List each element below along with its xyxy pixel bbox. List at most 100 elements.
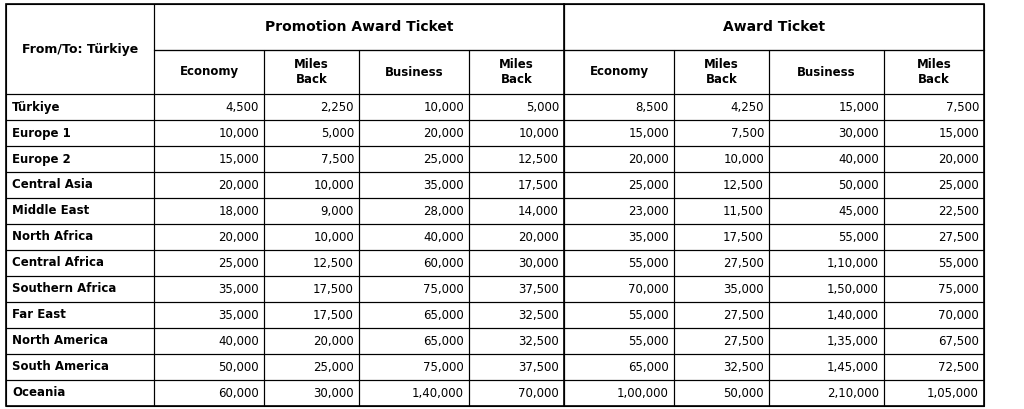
Text: 15,000: 15,000 — [839, 101, 879, 114]
Text: 32,500: 32,500 — [518, 335, 559, 348]
Bar — [154, 276, 264, 302]
Bar — [359, 224, 469, 250]
Text: Miles
Back: Miles Back — [705, 58, 739, 86]
Text: Miles
Back: Miles Back — [916, 58, 951, 86]
Text: Miles
Back: Miles Back — [499, 58, 534, 86]
Text: 27,500: 27,500 — [723, 256, 764, 270]
Text: Europe 2: Europe 2 — [12, 153, 71, 166]
Text: Far East: Far East — [12, 308, 66, 321]
Text: 10,000: 10,000 — [313, 178, 354, 191]
Bar — [564, 328, 674, 354]
Bar — [564, 354, 674, 380]
Bar — [264, 94, 359, 120]
Text: 70,000: 70,000 — [518, 387, 559, 400]
Bar — [264, 224, 359, 250]
Bar — [469, 380, 564, 406]
Text: 55,000: 55,000 — [629, 256, 669, 270]
Bar — [469, 198, 564, 224]
Bar — [264, 198, 359, 224]
Bar — [359, 50, 469, 94]
Text: 35,000: 35,000 — [723, 283, 764, 295]
Bar — [564, 50, 674, 94]
Text: 32,500: 32,500 — [723, 360, 764, 373]
Text: 27,500: 27,500 — [938, 231, 979, 243]
Bar — [154, 224, 264, 250]
Bar — [154, 172, 264, 198]
Bar — [769, 120, 884, 146]
Text: 30,000: 30,000 — [313, 387, 354, 400]
Text: Europe 1: Europe 1 — [12, 126, 71, 139]
Text: Oceania: Oceania — [12, 387, 66, 400]
Text: 1,00,000: 1,00,000 — [617, 387, 669, 400]
Bar — [674, 302, 769, 328]
Text: 20,000: 20,000 — [629, 153, 669, 166]
Text: 1,05,000: 1,05,000 — [927, 387, 979, 400]
Bar — [359, 354, 469, 380]
Bar — [6, 120, 154, 146]
Text: 10,000: 10,000 — [218, 126, 259, 139]
Bar — [154, 198, 264, 224]
Text: 70,000: 70,000 — [938, 308, 979, 321]
Bar — [6, 198, 154, 224]
Bar — [469, 354, 564, 380]
Bar — [264, 302, 359, 328]
Text: 75,000: 75,000 — [423, 283, 464, 295]
Bar — [884, 354, 984, 380]
Text: 55,000: 55,000 — [938, 256, 979, 270]
Bar — [564, 302, 674, 328]
Text: 67,500: 67,500 — [938, 335, 979, 348]
Bar — [674, 328, 769, 354]
Text: 20,000: 20,000 — [423, 126, 464, 139]
Text: 20,000: 20,000 — [518, 231, 559, 243]
Bar — [469, 146, 564, 172]
Text: 5,000: 5,000 — [525, 101, 559, 114]
Text: 25,000: 25,000 — [313, 360, 354, 373]
Text: South America: South America — [12, 360, 109, 373]
Bar — [884, 276, 984, 302]
Text: Business: Business — [798, 65, 856, 79]
Bar — [769, 328, 884, 354]
Text: 1,40,000: 1,40,000 — [412, 387, 464, 400]
Text: 35,000: 35,000 — [423, 178, 464, 191]
Text: 12,500: 12,500 — [723, 178, 764, 191]
Bar — [6, 276, 154, 302]
Bar — [884, 380, 984, 406]
Bar — [884, 250, 984, 276]
Text: 1,10,000: 1,10,000 — [827, 256, 879, 270]
Text: 25,000: 25,000 — [629, 178, 669, 191]
Bar — [154, 380, 264, 406]
Bar — [6, 354, 154, 380]
Bar — [469, 250, 564, 276]
Bar — [564, 276, 674, 302]
Bar — [674, 146, 769, 172]
Text: 14,000: 14,000 — [518, 204, 559, 218]
Bar — [154, 4, 564, 50]
Bar — [769, 380, 884, 406]
Text: 15,000: 15,000 — [218, 153, 259, 166]
Bar — [674, 172, 769, 198]
Bar — [359, 94, 469, 120]
Text: 25,000: 25,000 — [423, 153, 464, 166]
Bar — [674, 50, 769, 94]
Text: 7,500: 7,500 — [731, 126, 764, 139]
Text: 20,000: 20,000 — [218, 231, 259, 243]
Bar — [264, 146, 359, 172]
Text: 10,000: 10,000 — [723, 153, 764, 166]
Text: 8,500: 8,500 — [636, 101, 669, 114]
Text: 55,000: 55,000 — [839, 231, 879, 243]
Bar — [884, 302, 984, 328]
Text: 17,500: 17,500 — [313, 283, 354, 295]
Bar — [264, 50, 359, 94]
Text: Business: Business — [385, 65, 443, 79]
Bar — [564, 380, 674, 406]
Bar — [6, 94, 154, 120]
Text: Central Asia: Central Asia — [12, 178, 93, 191]
Text: 55,000: 55,000 — [629, 308, 669, 321]
Text: Award Ticket: Award Ticket — [723, 20, 825, 34]
Text: 40,000: 40,000 — [423, 231, 464, 243]
Bar — [154, 302, 264, 328]
Text: 40,000: 40,000 — [218, 335, 259, 348]
Bar — [359, 380, 469, 406]
Bar — [769, 146, 884, 172]
Bar — [6, 328, 154, 354]
